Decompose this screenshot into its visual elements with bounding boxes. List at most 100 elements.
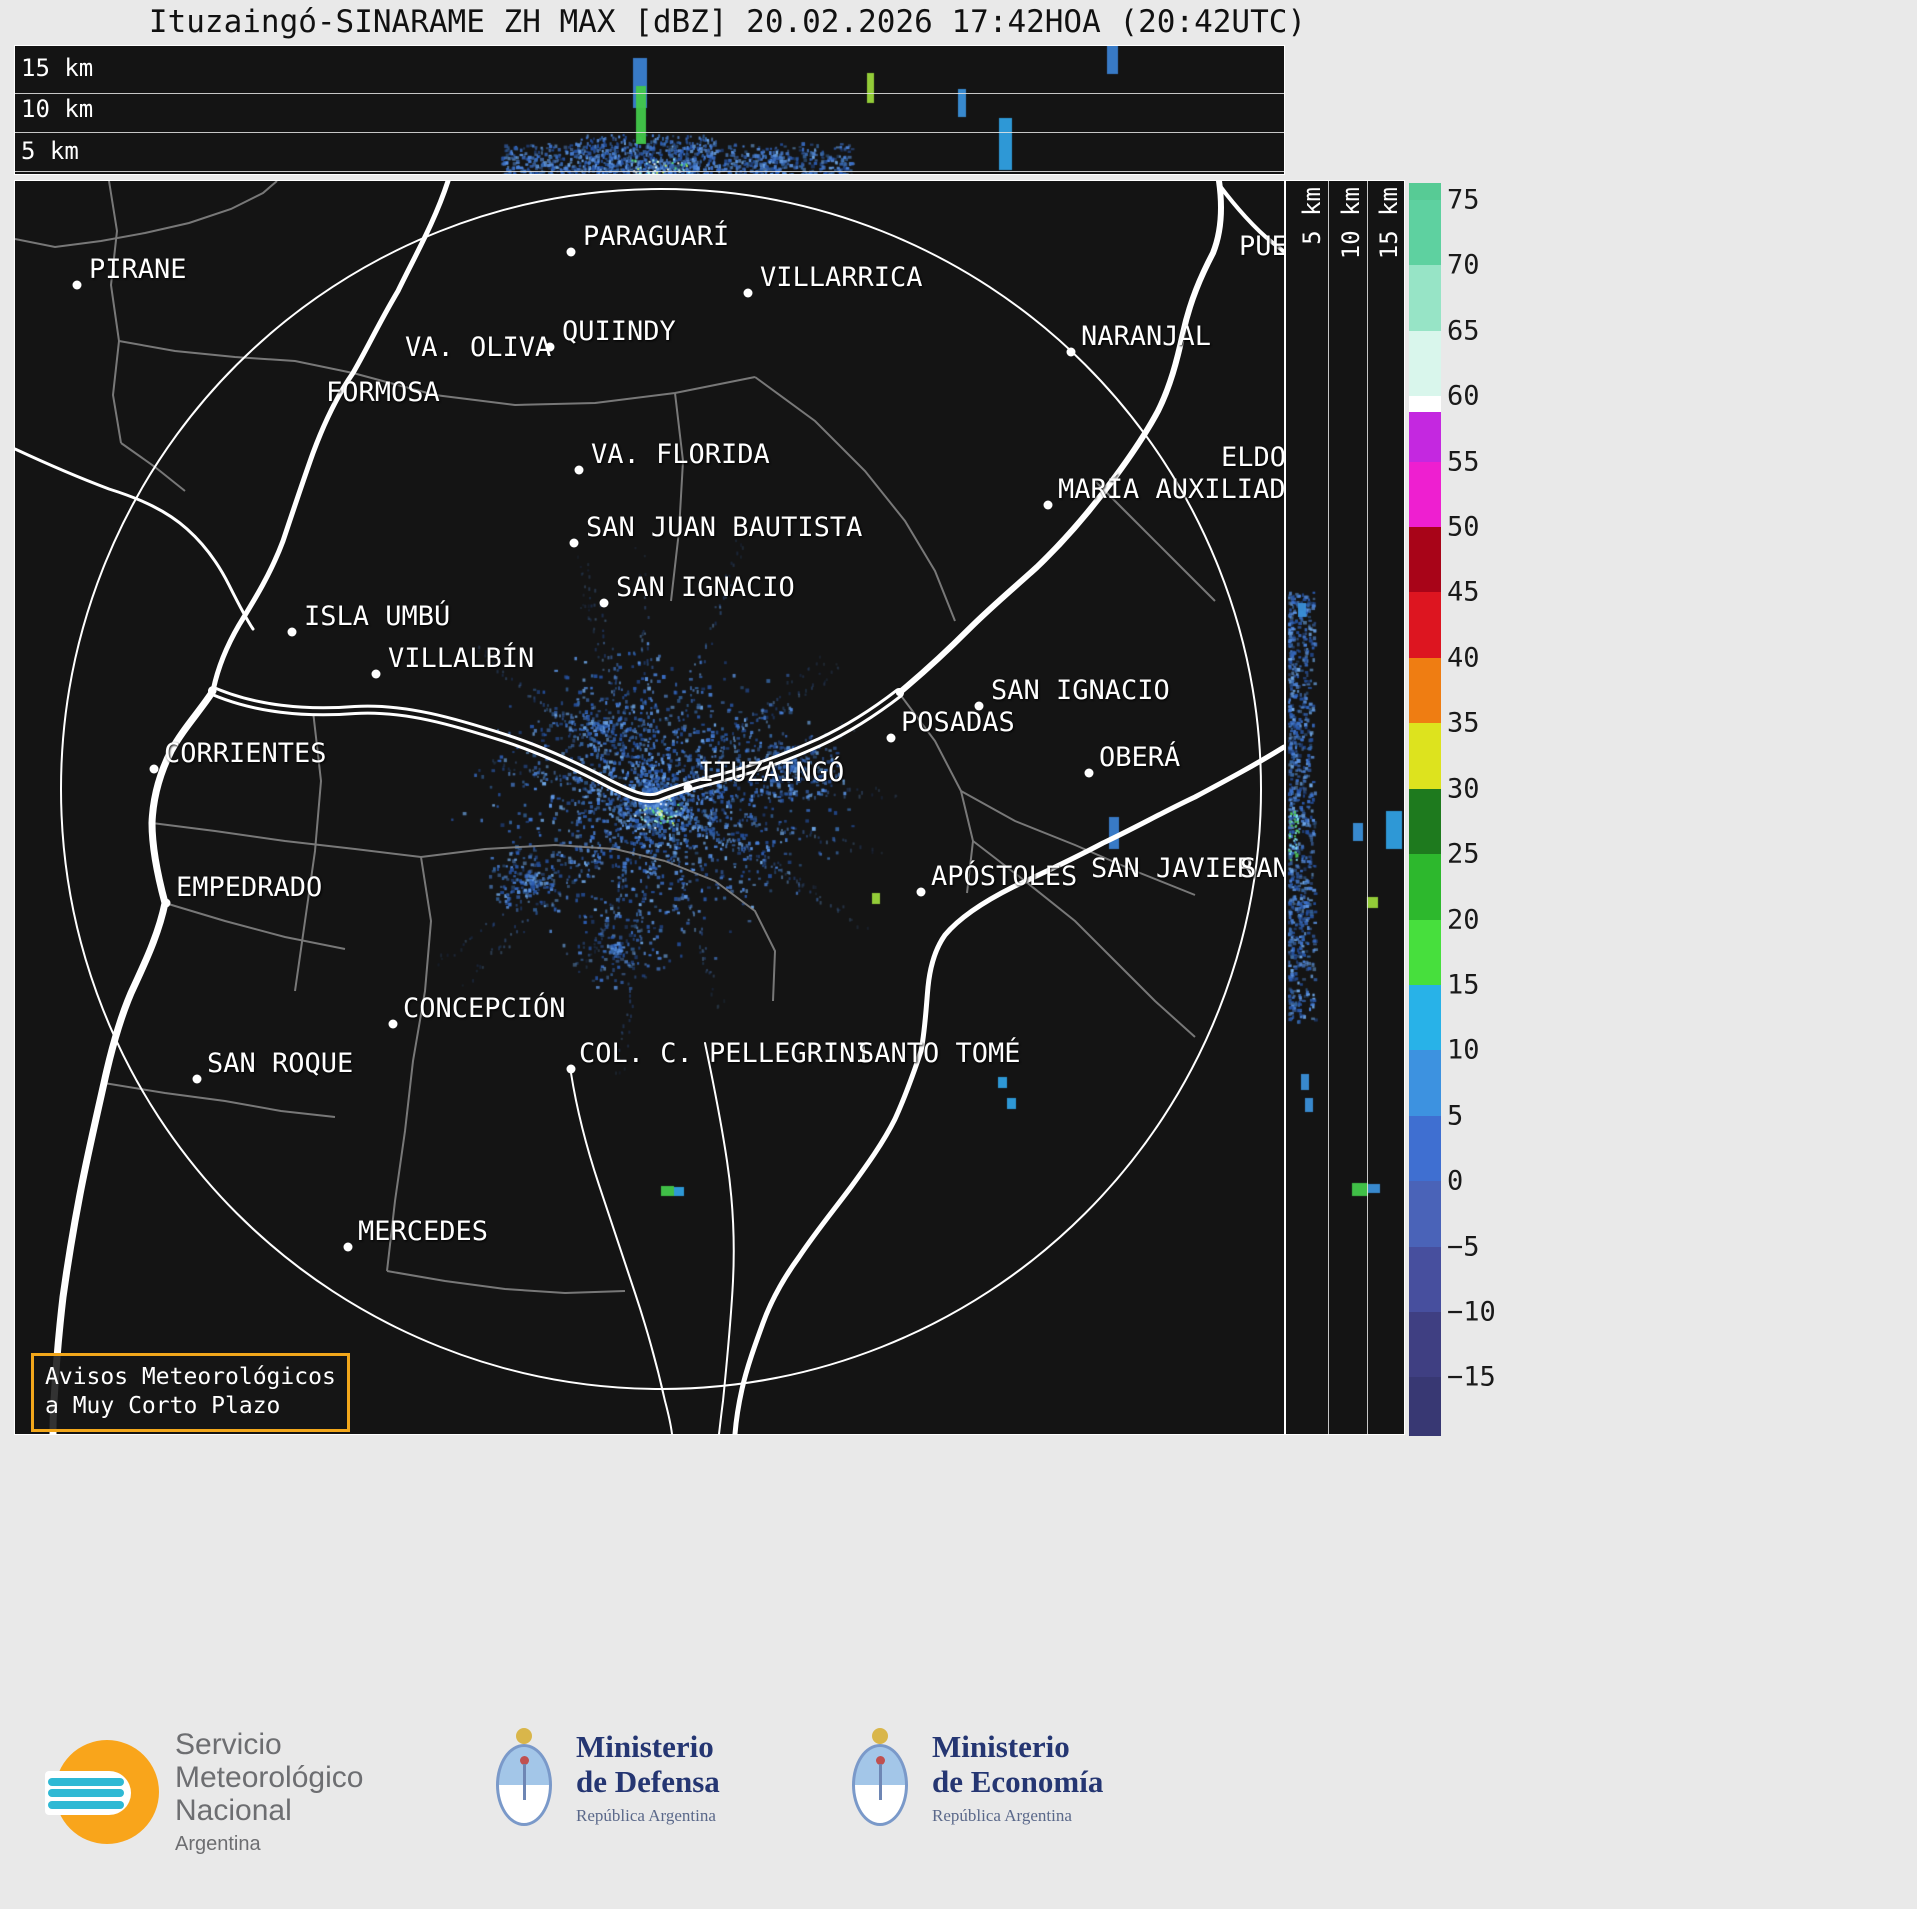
city-label: ELDOR bbox=[1221, 442, 1285, 473]
colorbar-tick-label: 50 bbox=[1447, 511, 1480, 543]
height-label: 10 km bbox=[21, 95, 94, 123]
colorbar-segment bbox=[1409, 1050, 1441, 1117]
colorbar-tick-label: 45 bbox=[1447, 576, 1480, 608]
city-label: SAN JAVIER bbox=[1091, 853, 1254, 884]
defensa-subtitle: República Argentina bbox=[576, 1805, 716, 1825]
colorbar-segment bbox=[1409, 330, 1441, 397]
city-label: FORMOSA bbox=[326, 377, 440, 408]
city-dot bbox=[1084, 768, 1094, 778]
height-label: 5 km bbox=[21, 137, 79, 165]
colorbar-segment bbox=[1409, 592, 1441, 659]
city-label: CONCEPCIÓN bbox=[403, 993, 566, 1024]
colorbar-tick-label: 70 bbox=[1447, 249, 1480, 281]
city-dot bbox=[388, 1019, 398, 1029]
defensa-line1: Ministerio bbox=[576, 1729, 714, 1765]
city-label: PARAGUARÍ bbox=[583, 221, 730, 252]
colorbar-segment bbox=[1409, 1377, 1441, 1436]
colorbar-segment bbox=[1409, 984, 1441, 1051]
city-label: EMPEDRADO bbox=[176, 872, 323, 903]
rivers bbox=[15, 181, 1284, 1434]
colorbar-tick-label: 75 bbox=[1447, 184, 1480, 216]
city-label: SAN IGNACIO bbox=[616, 572, 795, 603]
range-ring bbox=[60, 188, 1262, 1390]
city-label: ITUZAINGÓ bbox=[698, 757, 845, 788]
height-label: 5 km bbox=[1298, 187, 1326, 245]
defensa-line2: de Defensa bbox=[576, 1763, 720, 1799]
colorbar-segment bbox=[1409, 265, 1441, 332]
colorbar-segment bbox=[1409, 788, 1441, 855]
city-dot bbox=[72, 280, 82, 290]
height-label: 15 km bbox=[21, 54, 94, 82]
city-label: VA. FLORIDA bbox=[591, 439, 770, 470]
city-label: NARANJAL bbox=[1081, 321, 1212, 352]
colorbar-tick-label: 60 bbox=[1447, 380, 1480, 412]
colorbar-tick-label: −10 bbox=[1447, 1296, 1496, 1328]
city-label: SAN bbox=[1240, 853, 1285, 884]
colorbar-tick-label: 25 bbox=[1447, 838, 1480, 870]
city-label: VILLALBÍN bbox=[388, 643, 535, 674]
city-dot bbox=[574, 465, 584, 475]
colorbar-tick-label: 15 bbox=[1447, 969, 1480, 1001]
city-dot bbox=[192, 1074, 202, 1084]
colorbar-tick-label: −5 bbox=[1447, 1231, 1480, 1263]
colorbar-tick-label: 55 bbox=[1447, 446, 1480, 478]
colorbar-tick-label: 40 bbox=[1447, 642, 1480, 674]
city-dot bbox=[343, 1242, 353, 1252]
colorbar-segment bbox=[1409, 461, 1441, 528]
footer: Servicio Meteorológico Nacional Argentin… bbox=[0, 1700, 1917, 1909]
city-dot bbox=[569, 538, 579, 548]
economia-line1: Ministerio bbox=[932, 1729, 1070, 1765]
city-dot bbox=[683, 783, 693, 793]
city-dot bbox=[916, 887, 926, 897]
ministry-defensa-block: Ministerio de Defensa República Argentin… bbox=[492, 1726, 720, 1830]
colorbar-tick-label: 30 bbox=[1447, 773, 1480, 805]
smn-name-line2: Meteorológico bbox=[175, 1761, 364, 1794]
right-cross-section-panel: 5 km 10 km 15 km bbox=[1285, 180, 1405, 1435]
colorbar-segment bbox=[1409, 183, 1441, 201]
city-label: SAN JUAN BAUTISTA bbox=[586, 512, 863, 543]
admin-boundaries bbox=[15, 181, 1216, 1295]
city-dot bbox=[974, 701, 984, 711]
city-label: CORRIENTES bbox=[164, 738, 327, 769]
city-label: APÓSTOLES bbox=[931, 861, 1078, 892]
city-dot bbox=[566, 1064, 576, 1074]
smn-name: Servicio Meteorológico Nacional Argentin… bbox=[175, 1728, 363, 1856]
top-cross-section-panel: 15 km 10 km 5 km bbox=[14, 45, 1285, 175]
colorbar-segment bbox=[1409, 411, 1441, 463]
city-label: QUIINDY bbox=[562, 316, 676, 347]
height-label: 10 km bbox=[1337, 187, 1365, 260]
colorbar-segment bbox=[1409, 657, 1441, 724]
city-dot bbox=[149, 764, 159, 774]
city-dot bbox=[287, 627, 297, 637]
colorbar-segment bbox=[1409, 527, 1441, 594]
colorbar-tick-label: 10 bbox=[1447, 1034, 1480, 1066]
city-label: VA. OLIVA bbox=[405, 332, 552, 363]
colorbar-segment bbox=[1409, 854, 1441, 921]
ministry-economia-block: Ministerio de Economía República Argenti… bbox=[848, 1726, 1103, 1830]
city-label: POSADAS bbox=[901, 707, 1015, 738]
city-label: SAN ROQUE bbox=[207, 1048, 354, 1079]
height-gridline bbox=[1328, 181, 1329, 1434]
height-gridline bbox=[1367, 181, 1368, 1434]
argentina-coat-of-arms-icon bbox=[492, 1726, 556, 1830]
warning-notice-box: Avisos Meteorológicos a Muy Corto Plazo bbox=[31, 1353, 350, 1432]
smn-name-line3: Nacional bbox=[175, 1794, 292, 1827]
colorbar-segment bbox=[1409, 919, 1441, 986]
city-label: PIRANE bbox=[89, 254, 187, 285]
city-label: VILLARRICA bbox=[760, 262, 923, 293]
city-label: SANTO TOMÉ bbox=[858, 1038, 1021, 1069]
colorbar-tick-labels: 75 70 65 60 55 50 45 40 35 30 25 20 15 10 5 0 −5 −10 −15 bbox=[1447, 183, 1537, 1435]
city-label: COL. C. PELLEGRINI bbox=[579, 1038, 872, 1069]
city-dot bbox=[886, 733, 896, 743]
colorbar-segment bbox=[1409, 1181, 1441, 1248]
city-dot bbox=[1066, 347, 1076, 357]
smn-name-line1: Servicio bbox=[175, 1728, 282, 1761]
city-dot bbox=[545, 342, 555, 352]
height-gridline bbox=[15, 171, 1284, 172]
colorbar-segment bbox=[1409, 1312, 1441, 1379]
colorbar-tick-label: 20 bbox=[1447, 904, 1480, 936]
city-dot bbox=[566, 247, 576, 257]
smn-logo-icon bbox=[45, 1740, 159, 1844]
notice-line1: Avisos Meteorológicos bbox=[45, 1364, 336, 1390]
